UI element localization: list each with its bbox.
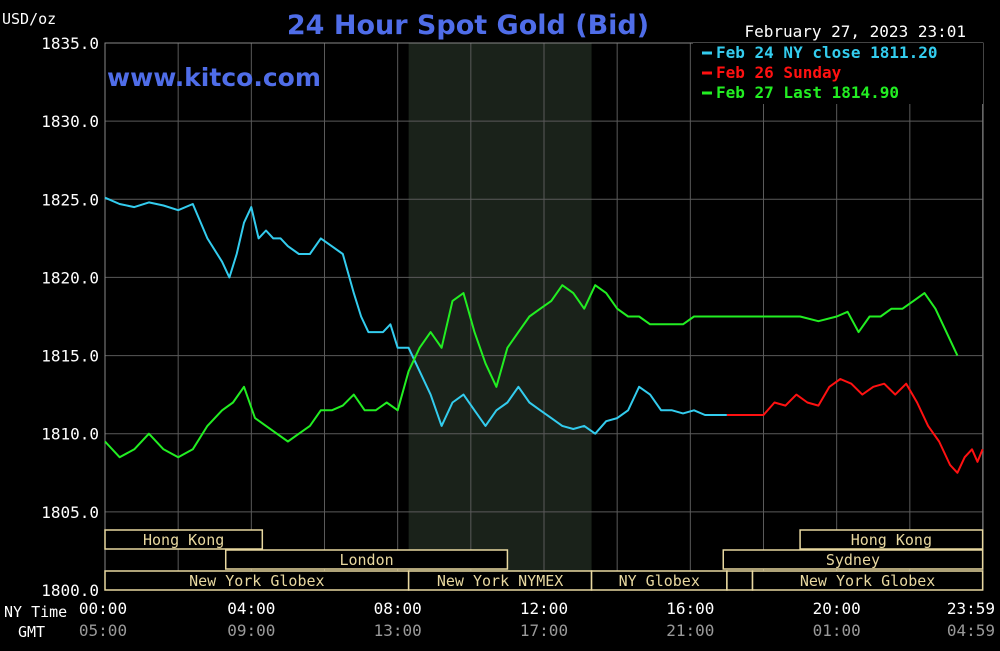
- y-tick-label: 1820.0: [41, 268, 99, 287]
- x-tick-label-ny: 16:00: [666, 599, 714, 618]
- session-label: London: [339, 551, 393, 569]
- chart-title: 24 Hour Spot Gold (Bid): [287, 10, 649, 41]
- market-session: New York Globex: [751, 570, 984, 591]
- session-box: [799, 529, 984, 550]
- market-session: Sydney: [722, 549, 984, 570]
- session-box: [104, 529, 264, 550]
- watermark: www.kitco.com: [107, 63, 321, 92]
- y-tick-label: 1810.0: [41, 425, 99, 444]
- market-sessions: Hong Kong London New York Globex New York N…: [104, 529, 984, 591]
- market-session: [726, 570, 754, 591]
- legend-entry: Feb 26 Sunday: [716, 63, 842, 82]
- session-label: Hong Kong: [143, 531, 224, 549]
- legend-entry: Feb 27 Last 1814.90: [716, 83, 899, 102]
- session-box: [751, 570, 984, 591]
- series-line: [104, 196, 727, 435]
- nymex-highlight-window: [408, 43, 592, 590]
- market-session: New York Globex: [104, 570, 410, 591]
- x-axis-label-ny: NY Time: [4, 603, 67, 621]
- y-axis-label: USD/oz: [2, 10, 56, 28]
- x-tick-label-gmt: 05:00: [79, 621, 127, 640]
- x-tick-label-ny: 20:00: [813, 599, 861, 618]
- market-session: London: [224, 549, 509, 570]
- y-tick-label: 1830.0: [41, 112, 99, 131]
- market-session: Hong Kong: [104, 529, 264, 550]
- y-tick-label: 1805.0: [41, 503, 99, 522]
- x-axis-label-gmt: GMT: [18, 623, 45, 641]
- y-axis-ticks: 1835.0 1830.0 1825.0 1820.0 1815.0 1810.0 1805…: [41, 34, 99, 600]
- session-box: [722, 549, 984, 570]
- legend-background: [693, 43, 983, 104]
- session-label: New York Globex: [800, 572, 935, 590]
- y-tick-label: 1825.0: [41, 190, 99, 209]
- session-label: New York NYMEX: [437, 572, 563, 590]
- session-label: Hong Kong: [851, 531, 932, 549]
- y-tick-label: 1835.0: [41, 34, 99, 53]
- x-tick-label-gmt: 01:00: [813, 621, 861, 640]
- session-box: [224, 549, 509, 570]
- y-tick-label: 1800.0: [41, 581, 99, 600]
- x-tick-label-ny: 04:00: [227, 599, 275, 618]
- market-session: New York NYMEX: [407, 570, 593, 591]
- session-label: Sydney: [826, 551, 880, 569]
- x-tick-label-gmt: 09:00: [227, 621, 275, 640]
- price-series: [104, 196, 984, 474]
- session-label: NY Globex: [619, 572, 700, 590]
- x-axis-ticks: 00:00 05:00 04:00 09:00 08:00 13:00 12:00 17:00…: [79, 599, 995, 640]
- legend-entry: Feb 24 NY close 1811.20: [716, 43, 938, 62]
- x-tick-label-ny: 12:00: [520, 599, 568, 618]
- series-line: [726, 378, 984, 474]
- x-tick-label-gmt: 13:00: [374, 621, 422, 640]
- y-tick-label: 1815.0: [41, 347, 99, 366]
- x-tick-label-gmt: 17:00: [520, 621, 568, 640]
- market-session: Hong Kong: [799, 529, 984, 550]
- x-tick-label-ny: 00:00: [79, 599, 127, 618]
- session-box: [726, 570, 754, 591]
- x-tick-label-gmt: 04:59: [947, 621, 995, 640]
- series-line: [104, 284, 959, 459]
- market-session: NY Globex: [590, 570, 728, 591]
- session-label: New York Globex: [189, 572, 324, 590]
- x-tick-label-gmt: 21:00: [666, 621, 714, 640]
- timestamp: February 27, 2023 23:01: [744, 22, 966, 41]
- x-tick-label-ny: 23:59: [947, 599, 995, 618]
- x-tick-label-ny: 08:00: [374, 599, 422, 618]
